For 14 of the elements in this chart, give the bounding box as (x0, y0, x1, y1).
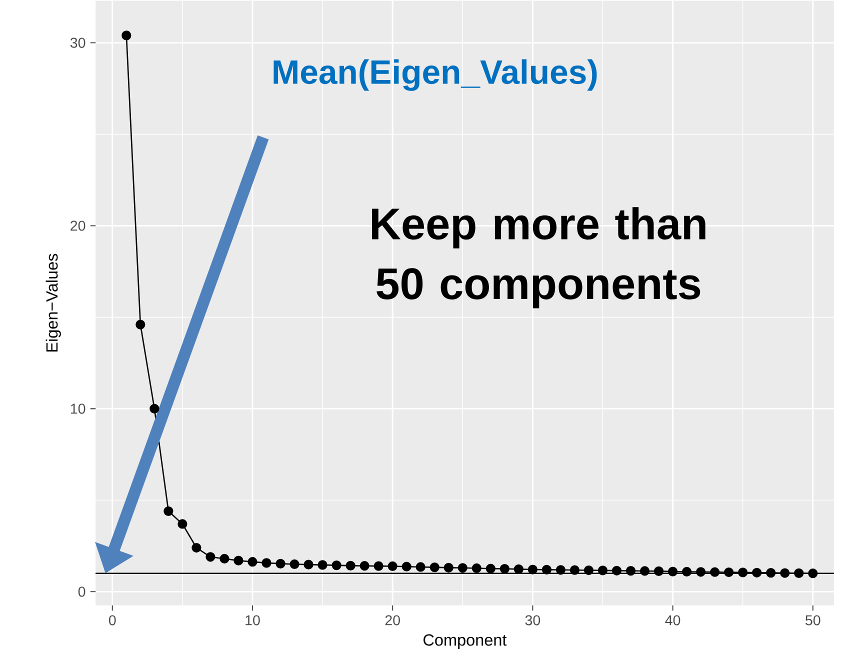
x-tick-label: 10 (246, 615, 260, 626)
annotation: Keep more than 50 components (372, 207, 706, 308)
x-tick-label: 30 (525, 615, 540, 626)
x-axis-title: Component (424, 634, 507, 650)
y-tick-label: 30 (70, 38, 86, 48)
y-tick-label: 0 (78, 586, 86, 597)
x-tick-label: 0 (108, 615, 116, 626)
x-tick-label: 40 (665, 615, 680, 626)
annotation: Mean(Eigen_Values) (274, 59, 597, 91)
x-tick-label: 50 (805, 615, 820, 626)
y-axis-title: Eigen−Values (46, 254, 61, 352)
x-tick-label: 20 (385, 615, 400, 626)
y-tick-label: 20 (70, 220, 86, 231)
y-tick-label: 10 (70, 404, 86, 414)
